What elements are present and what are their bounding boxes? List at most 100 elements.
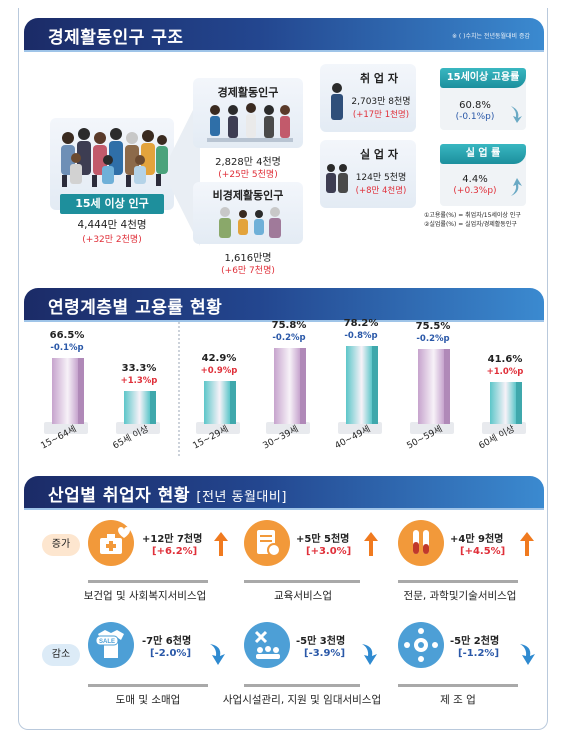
unemployment-rate-card: 실 업 률 4.4% (+0.3%p) [440,144,526,206]
workers-icon [207,103,293,142]
employment-rate-change: (-0.1%p) [455,112,495,122]
bar [52,357,84,424]
bar [274,348,306,424]
industry-name: 도매 및 소매업 [115,694,181,706]
industry-value: -5만 2천명 [450,636,500,647]
industry-pct: [+4.5%] [460,546,506,557]
bar [346,345,378,424]
bar [490,382,522,424]
tools-people-icon [244,622,290,668]
bar-base [266,422,310,434]
medical-kit-icon [88,520,134,566]
bar-base [196,422,240,434]
bar-value-label: 33.3% [121,362,157,374]
employed-label: 취 업 자 [359,72,399,85]
employment-rate-value: 60.8% [459,100,491,111]
employment-rate-label: 15세이상 고용률 [440,68,526,88]
bar-base [482,422,526,434]
employed-change: (+17만 1천명) [352,110,410,120]
industry-value: +5만 5천명 [296,534,350,545]
active-label: 경제활동인구 [217,86,279,99]
employed-card: 취 업 자 2,703만 8천명 (+17만 1천명) [320,64,416,132]
industry-name: 보건업 및 사회복지서비스업 [83,590,207,602]
test-tube-icon [398,520,444,566]
inactive-value: 1,616만명 [224,253,272,264]
unemployed-change: (+8만 4천명) [355,186,407,196]
sale-shirt-icon: SALE [88,622,134,668]
industry-value: -5만 3천명 [296,636,346,647]
section-title: 연령계층별 고용률 현황 [48,298,223,318]
bar-base [338,422,382,434]
footnote-unemployment-rate: ②실업률(%) = 실업자/경제활동인구 [424,221,517,228]
unemployed-card: 실 업 자 124만 5천명 (+8만 4천명) [320,140,416,208]
bar [418,348,450,424]
industry-value: +12만 7천명 [142,534,203,545]
divider [88,684,208,687]
industry-pct: [-1.2%] [458,648,500,659]
bar-value-label: 41.6% [487,354,523,366]
industry-pct: [+3.0%] [306,546,352,557]
jobseeker-icon [326,164,348,193]
divider [398,684,518,687]
industry-name: 사업시설관리, 지원 및 임대서비스업 [222,694,382,706]
pop15-value: 4,444만 4천명 [77,219,147,231]
arrow-down-icon [520,644,535,665]
industry-pct: [+6.2%] [152,546,198,557]
unemployed-value: 124만 5천명 [355,173,407,183]
industry-value: +4만 9천명 [450,534,504,545]
industry-name: 제 조 업 [440,694,476,706]
industry-value: -7만 6천명 [142,636,192,647]
inactive-label: 비경제활동인구 [212,189,284,202]
arrow-down-icon [362,644,377,665]
bar-change-label: -0.2%p [272,333,306,344]
arrow-up-icon [214,532,228,556]
crowd-icon [61,128,168,187]
divider [244,580,360,583]
divider [178,322,180,458]
active-value: 2,828만 4천명 [215,157,281,168]
section-header-industry: 산업별 취업자 현황 [전년 동월대비] [24,476,544,508]
bar-base [410,422,454,434]
bar-change-label: -0.8%p [344,330,378,341]
bar-value-label: 75.8% [271,320,307,332]
family-icon [219,207,281,238]
branch-connector [170,96,200,246]
divider [88,580,208,583]
gear-network-icon [398,622,444,668]
bar-value-label: 66.5% [49,329,85,341]
bar-change-label: +1.3%p [120,375,158,386]
bar-value-label: 75.5% [415,320,451,332]
arrow-up-icon [364,532,378,556]
certificate-icon [244,520,290,566]
note: ※ ( )수치는 전년동월대비 증감 [451,33,530,40]
bar-base [116,422,160,434]
unemployed-label: 실 업 자 [359,148,399,161]
arrow-down-icon [210,644,225,665]
industry-pct: [-2.0%] [150,648,192,659]
increase-tag: 증가 [42,534,80,556]
arrow-up-icon [511,178,522,196]
section-title: 경제활동인구 구조 [48,28,184,48]
arrow-down-icon [511,106,522,123]
industry-name: 전문, 과학및기술서비스업 [403,590,517,602]
employed-value: 2,703만 8천명 [351,97,411,107]
employment-rate-card: 15세이상 고용률 60.8% (-0.1%p) [440,68,526,130]
section-subtitle: [전년 동월대비] [196,490,287,505]
section-header-structure: 경제활동인구 구조 ※ ( )수치는 전년동월대비 증감 [24,18,544,50]
industry-pct: [-3.9%] [304,648,346,659]
divider [398,580,518,583]
decrease-tag: 감소 [42,644,80,666]
bar-change-label: +1.0%p [486,367,524,378]
industry-name: 교육서비스업 [274,590,332,602]
unemployment-rate-change: (+0.3%p) [453,186,497,196]
bar-base [44,422,88,434]
bar-change-label: -0.2%p [416,333,450,344]
pop15-label: 15세 이상 인구 [60,194,164,214]
unemployment-rate-label: 실 업 률 [440,144,526,164]
bar-change-label: +0.9%p [200,366,238,377]
inactive-change: (+6만 7천명) [221,266,275,276]
active-change: (+25만 5천명) [218,170,278,180]
section-header-age: 연령계층별 고용률 현황 [24,288,544,320]
bar-value-label: 78.2% [343,317,379,329]
active-illustration: 경제활동인구 [193,78,303,148]
